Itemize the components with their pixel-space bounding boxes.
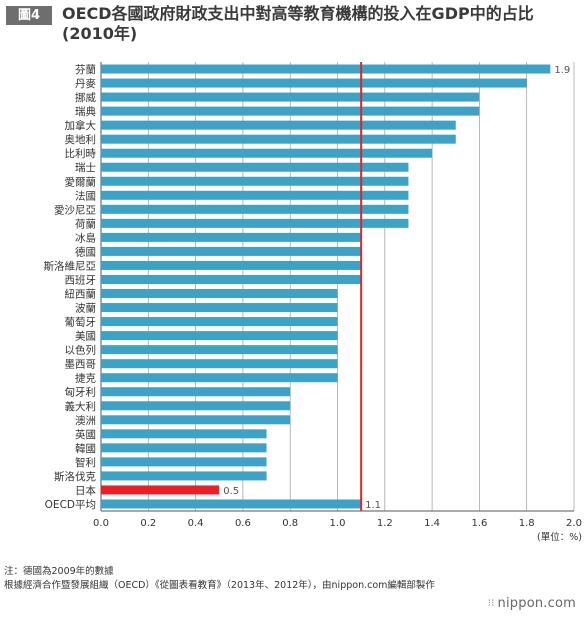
data-label: 1.1 [365,500,381,511]
category-label: 瑞典 [75,105,96,118]
bar [101,92,480,102]
category-label: 挪威 [75,91,96,104]
category-label: 以色列 [65,344,97,357]
bar [101,190,409,200]
category-label: OECD平均 [45,499,96,511]
bar [101,415,291,425]
chart-title: OECD各國政府財政支出中對高等教育機構的投入在GDP中的占比(2010年) [62,4,534,43]
category-label: 捷克 [75,372,96,385]
bar [101,457,267,467]
x-tick-label: 0.8 [282,518,298,529]
category-label: 韓國 [75,443,96,455]
category-label: 愛沙尼亞 [54,203,96,216]
category-label: 墨西哥 [65,359,97,371]
category-label: 智利 [75,456,96,469]
category-label: 英國 [75,428,96,441]
category-label: 紐西蘭 [65,288,97,301]
x-tick-label: 0.2 [140,518,156,529]
bar [101,162,409,172]
unit-label: (單位：%) [537,531,582,543]
category-label: 丹麥 [75,77,96,90]
bar [101,331,338,341]
bar [101,218,409,228]
bar [101,274,362,284]
x-tick-label: 1.0 [330,518,346,529]
bar [101,359,338,369]
bar [101,373,338,383]
x-tick-label: 2.0 [566,518,582,529]
category-label: 葡萄牙 [65,316,97,329]
bar [101,317,338,327]
category-label: 波蘭 [75,302,96,315]
chart-header: 圖4 OECD各國政府財政支出中對高等教育機構的投入在GDP中的占比(2010年… [6,4,580,44]
figure-tag: 圖4 [6,6,52,25]
bar [101,289,338,299]
chart-footer: 注：德國為2009年的數據 根據經濟合作暨發展組織（OECD）《從圖表看教育》（… [4,565,435,593]
category-label: 日本 [75,484,96,497]
x-tick-label: 0.4 [188,518,204,529]
bar [101,176,409,186]
data-label: 0.5 [223,486,239,497]
category-label: 法國 [75,189,96,202]
bar [101,471,267,481]
x-tick-label: 1.8 [519,518,535,529]
category-label: 西班牙 [65,274,97,286]
logo-dots-icon: ⁝⁝ [487,598,495,609]
x-tick-label: 1.4 [424,518,440,529]
x-tick-label: 0.6 [235,518,251,529]
x-tick-label: 1.2 [377,518,393,529]
category-label: 比利時 [65,147,97,160]
data-label: 1.9 [554,65,570,76]
bar [101,106,480,116]
category-label: 斯洛維尼亞 [44,259,97,272]
footnote: 注：德國為2009年的數據 [4,566,114,577]
category-label: 澳洲 [75,414,96,427]
bar [101,120,456,130]
x-tick-label: 1.6 [471,518,487,529]
bar [101,204,409,214]
category-label: 斯洛伐克 [54,470,96,483]
nippon-logo: ⁝⁝ nippon.com [488,596,576,611]
category-label: 愛爾蘭 [65,175,97,188]
bar [101,246,362,256]
category-label: 荷蘭 [75,217,96,230]
bar-chart: 0.0 0.2 0.4 0.6 0.8 1.0 1.2 1.4 1.6 1.8 2.0 (單位：%) 芬… [44,62,582,543]
category-label: 芬蘭 [75,63,96,76]
category-label: 瑞士 [75,161,96,174]
bar [101,303,338,313]
bar [101,345,338,355]
category-label: 美國 [75,330,96,343]
category-label: 加拿大 [65,119,97,132]
bar [101,260,362,270]
category-label: 義大利 [65,400,97,413]
bar [101,499,362,509]
x-tick-label: 0.0 [93,518,109,529]
bar [101,401,291,411]
bar [101,443,267,453]
bar [101,148,433,158]
category-label: 奥地利 [65,133,97,146]
source-note: 根據經濟合作暨發展組織（OECD）《從圖表看教育》（2013年、2012年），由… [4,580,435,591]
bar [101,134,456,144]
bar [101,232,362,242]
category-label: 匈牙利 [65,386,97,399]
bar [101,64,551,74]
bar [101,78,527,88]
logo-text: nippon.com [497,596,576,611]
bar [101,387,291,397]
bar [101,429,267,439]
bar [101,485,220,495]
category-label: 冰島 [75,231,96,244]
category-label: 德國 [75,245,96,258]
